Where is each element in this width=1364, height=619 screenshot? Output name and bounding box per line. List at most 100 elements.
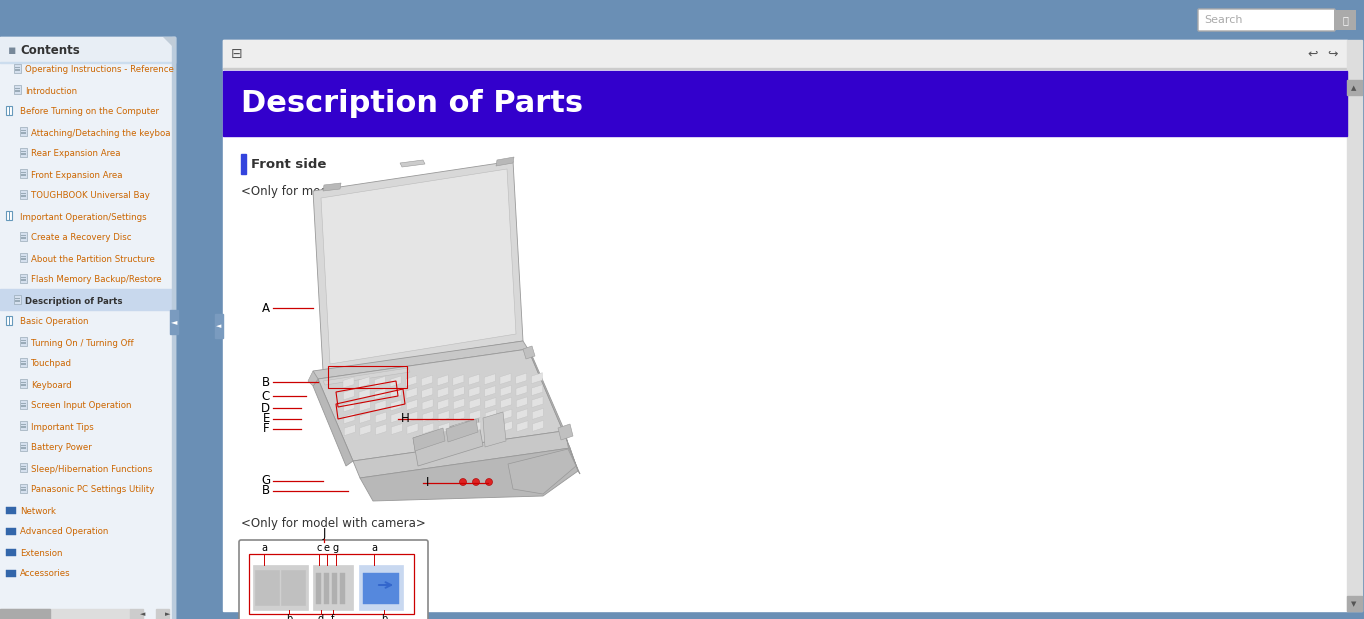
Bar — [20, 424, 26, 425]
Bar — [1334, 10, 1356, 30]
Text: Flash Memory Backup/Restore: Flash Memory Backup/Restore — [31, 275, 161, 285]
Bar — [312, 565, 353, 610]
Polygon shape — [469, 410, 480, 421]
Polygon shape — [312, 379, 353, 466]
Circle shape — [460, 478, 466, 485]
Bar — [20, 403, 26, 404]
Polygon shape — [375, 400, 386, 411]
FancyBboxPatch shape — [1198, 9, 1335, 31]
Bar — [20, 196, 26, 197]
Text: B: B — [262, 376, 270, 389]
Bar — [20, 442, 27, 451]
Text: J: J — [322, 527, 326, 540]
Bar — [20, 274, 27, 283]
Polygon shape — [486, 422, 496, 433]
Bar — [20, 258, 26, 259]
Text: ◄: ◄ — [170, 318, 177, 326]
Bar — [0, 37, 175, 62]
Text: Introduction: Introduction — [25, 87, 78, 95]
Polygon shape — [438, 399, 449, 410]
Bar — [20, 445, 26, 446]
Bar — [5, 211, 12, 220]
Polygon shape — [532, 420, 544, 431]
Text: G: G — [261, 475, 270, 488]
Bar — [20, 400, 27, 409]
Polygon shape — [421, 375, 432, 386]
Text: Accessories: Accessories — [20, 569, 71, 579]
Bar — [222, 68, 1348, 69]
Bar — [20, 253, 27, 262]
Polygon shape — [406, 387, 417, 399]
Bar — [20, 484, 27, 493]
Circle shape — [486, 478, 492, 485]
Bar — [316, 573, 321, 604]
Bar — [15, 88, 20, 89]
Bar — [20, 463, 27, 472]
Polygon shape — [453, 374, 464, 386]
Text: Screen Input Operation: Screen Input Operation — [31, 402, 131, 410]
Bar — [20, 446, 26, 448]
Bar — [20, 358, 27, 367]
Bar — [331, 573, 337, 604]
Text: Network: Network — [20, 506, 56, 516]
Bar — [20, 425, 26, 426]
Bar — [14, 295, 20, 304]
Bar — [15, 298, 20, 299]
Bar — [186, 0, 1364, 37]
Text: Attaching/Detaching the keyboa: Attaching/Detaching the keyboa — [31, 129, 170, 137]
Bar — [15, 91, 20, 92]
Polygon shape — [390, 376, 401, 387]
Polygon shape — [453, 398, 465, 409]
Text: Touchpad: Touchpad — [31, 360, 72, 368]
Polygon shape — [532, 397, 543, 407]
Bar — [255, 570, 280, 605]
Bar — [14, 85, 20, 94]
Text: d: d — [318, 614, 325, 619]
Circle shape — [472, 478, 480, 485]
Polygon shape — [528, 349, 580, 474]
Bar — [20, 194, 26, 196]
Bar — [20, 469, 26, 470]
Bar — [20, 404, 26, 405]
Text: ▼: ▼ — [1352, 601, 1357, 607]
Bar — [172, 37, 175, 619]
Bar — [20, 151, 26, 152]
Bar — [20, 490, 26, 491]
Text: Extension: Extension — [20, 548, 63, 558]
Text: Turning On / Turning Off: Turning On / Turning Off — [31, 339, 134, 347]
Polygon shape — [164, 37, 175, 49]
Bar — [14, 64, 20, 73]
Text: <Only for model without camera>: <Only for model without camera> — [241, 184, 445, 197]
Bar — [20, 175, 26, 176]
Polygon shape — [438, 410, 449, 422]
Text: H: H — [401, 412, 409, 425]
Polygon shape — [484, 397, 496, 409]
Bar — [252, 565, 308, 610]
Text: f: f — [331, 614, 334, 619]
Polygon shape — [438, 387, 449, 398]
Text: Front side: Front side — [251, 157, 326, 170]
Polygon shape — [501, 397, 512, 408]
Text: a: a — [261, 543, 267, 553]
Polygon shape — [344, 413, 355, 424]
Bar — [5, 549, 11, 551]
Bar — [20, 127, 27, 136]
Polygon shape — [507, 449, 576, 494]
Polygon shape — [446, 419, 477, 442]
Polygon shape — [501, 373, 512, 384]
Bar — [222, 71, 1348, 136]
Text: E: E — [263, 412, 270, 425]
Polygon shape — [344, 425, 355, 436]
Bar — [20, 382, 26, 383]
Polygon shape — [359, 389, 370, 399]
Polygon shape — [406, 376, 417, 386]
Polygon shape — [390, 400, 402, 411]
Polygon shape — [469, 386, 480, 397]
Text: ▪: ▪ — [8, 43, 16, 56]
Polygon shape — [391, 423, 402, 435]
Bar — [20, 169, 27, 178]
Bar — [0, 62, 175, 63]
Polygon shape — [390, 388, 401, 399]
Bar — [327, 366, 406, 388]
Bar — [20, 279, 26, 280]
